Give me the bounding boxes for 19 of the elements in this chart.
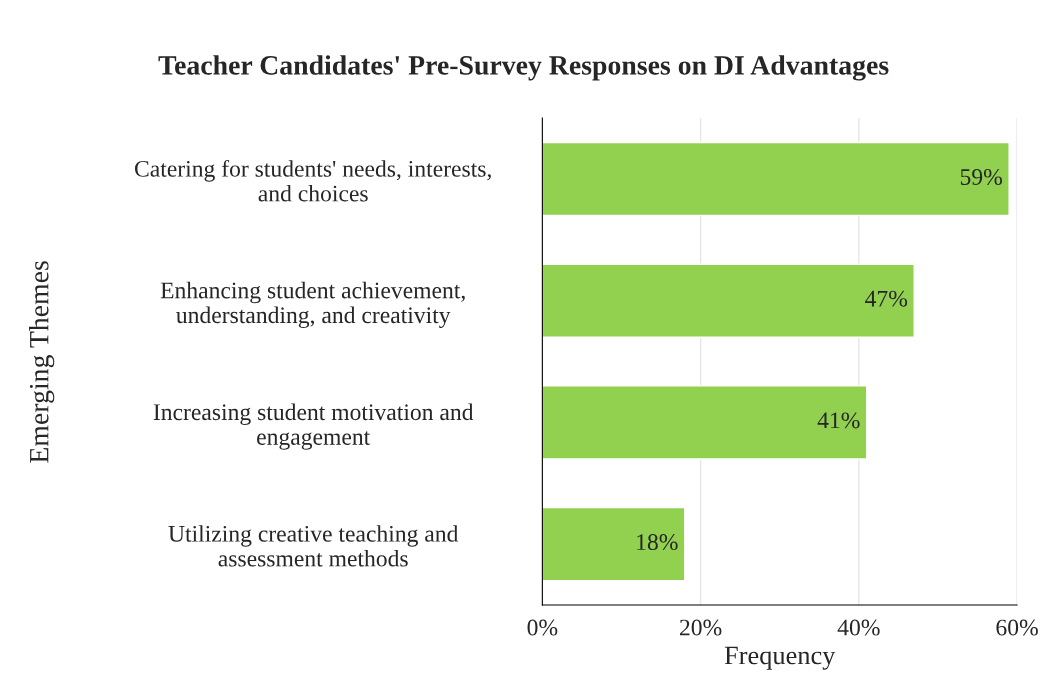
y-tick-label: Enhancing student achievement, understanding, and creativity bbox=[160, 281, 465, 329]
bar bbox=[542, 263, 915, 338]
bar bbox=[542, 385, 868, 460]
x-tick-label: 60% bbox=[996, 619, 1038, 636]
x-tick-label: 40% bbox=[837, 619, 880, 636]
data-label: 47% bbox=[865, 290, 908, 307]
bar bbox=[542, 506, 686, 582]
y-axis-title: Emerging Themes bbox=[29, 261, 55, 463]
data-label: 41% bbox=[817, 412, 860, 429]
bar bbox=[542, 141, 1010, 217]
y-tick-label: Increasing student motivation and engagement bbox=[153, 403, 474, 450]
data-label: 18% bbox=[637, 534, 678, 551]
chart-title: Teacher Candidates' Pre-Survey Responses on DI Advantages bbox=[158, 55, 889, 81]
y-tick-label: Catering for students' needs, interests, and choices bbox=[134, 159, 491, 202]
x-tick-label: 20% bbox=[679, 619, 722, 636]
x-axis-title: Frequency bbox=[724, 646, 836, 670]
data-label: 59% bbox=[960, 168, 1003, 185]
y-tick-label: Utilizing creative teaching and assessment methods bbox=[168, 525, 459, 567]
x-tick-label: 0% bbox=[527, 619, 558, 636]
